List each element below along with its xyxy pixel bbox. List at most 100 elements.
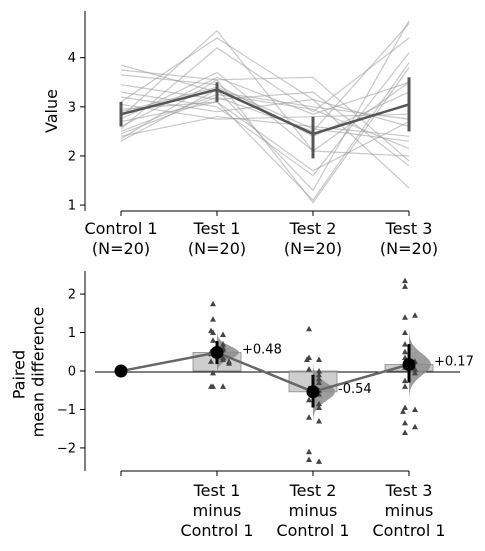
difference-point bbox=[226, 360, 232, 366]
difference-point bbox=[210, 316, 216, 322]
comparison-label-line: Control 1 bbox=[276, 521, 349, 540]
bootstrap-distribution bbox=[409, 321, 431, 408]
mean-line bbox=[120, 88, 410, 136]
difference-point bbox=[316, 356, 322, 362]
difference-point bbox=[220, 383, 226, 389]
bottom-y-label-line-2: mean difference bbox=[29, 307, 48, 438]
difference-point bbox=[402, 329, 408, 335]
difference-point bbox=[316, 458, 322, 464]
difference-point bbox=[316, 418, 322, 424]
difference-point bbox=[412, 406, 418, 412]
difference-point bbox=[210, 337, 216, 343]
bootstrap-distribution bbox=[217, 326, 239, 379]
difference-point bbox=[316, 371, 322, 378]
mean-diff-annotation: +0.17 bbox=[434, 355, 474, 370]
difference-point bbox=[316, 375, 322, 382]
y-tick-label: 2 bbox=[68, 149, 76, 164]
difference-point bbox=[306, 325, 312, 332]
x-tick-label-n: (N=20) bbox=[380, 239, 438, 258]
comparison-label-line: Control 1 bbox=[372, 521, 445, 540]
paired-line bbox=[120, 67, 410, 204]
difference-point bbox=[304, 356, 310, 362]
comparison-label-line: minus bbox=[289, 501, 338, 520]
difference-point bbox=[402, 419, 408, 426]
x-tick-label-n: (N=20) bbox=[188, 239, 246, 258]
paired-line bbox=[120, 84, 410, 167]
difference-point bbox=[306, 414, 312, 420]
paired-line bbox=[120, 103, 410, 120]
paired-line bbox=[120, 37, 410, 130]
bootstrap-distribution bbox=[313, 355, 335, 429]
difference-point bbox=[210, 369, 216, 376]
difference-point bbox=[220, 331, 226, 337]
mean-line-layer bbox=[119, 77, 411, 159]
comparison-label-line: minus bbox=[193, 501, 242, 520]
difference-point bbox=[208, 383, 214, 389]
paired-line bbox=[120, 37, 410, 189]
difference-point bbox=[402, 277, 408, 284]
difference-point bbox=[306, 396, 312, 403]
top-y-label: Value bbox=[42, 89, 61, 133]
mean-diff-point bbox=[210, 346, 224, 359]
y-tick-label: 1 bbox=[68, 326, 76, 341]
difference-point bbox=[402, 377, 408, 384]
paired-line bbox=[120, 20, 410, 192]
difference-point bbox=[402, 283, 408, 289]
paired-lines bbox=[120, 20, 410, 204]
difference-point bbox=[412, 312, 418, 318]
difference-point bbox=[306, 448, 312, 455]
mean-diff-annotation: -0.54 bbox=[338, 382, 372, 397]
paired-line bbox=[120, 29, 410, 152]
x-tick-label-n: (N=20) bbox=[92, 239, 150, 258]
difference-point bbox=[220, 341, 226, 347]
difference-point bbox=[220, 356, 226, 362]
difference-point bbox=[400, 408, 406, 414]
comparison-label-line: Control 1 bbox=[180, 521, 253, 540]
difference-point bbox=[402, 429, 408, 435]
mean-diff-point bbox=[402, 358, 416, 371]
difference-point bbox=[402, 314, 408, 320]
difference-point bbox=[208, 327, 214, 334]
comparison-label-line: Test 2 bbox=[289, 481, 337, 500]
x-tick-label-group: Control 1 bbox=[84, 219, 157, 238]
top-x-ticks: Control 1(N=20)Test 1(N=20)Test 2(N=20)T… bbox=[84, 211, 438, 258]
difference-point bbox=[208, 358, 214, 364]
difference-point bbox=[412, 423, 418, 430]
bottom-y-label-line-1: Paired bbox=[9, 350, 28, 399]
mean-diff-connector bbox=[120, 351, 410, 394]
y-tick-label: −2 bbox=[57, 441, 76, 456]
mean-diff-annotation: +0.48 bbox=[242, 343, 282, 358]
difference-point bbox=[412, 369, 418, 376]
y-tick-label: 1 bbox=[68, 199, 76, 214]
difference-point bbox=[402, 341, 408, 347]
difference-point bbox=[412, 366, 418, 372]
difference-point bbox=[316, 379, 322, 385]
top-y-ticks: 1 2 3 4 bbox=[68, 51, 85, 214]
paired-line bbox=[120, 96, 410, 128]
bottom-y-ticks: −2 −1 0 1 2 bbox=[57, 288, 85, 456]
y-tick-label: 0 bbox=[68, 365, 76, 380]
difference-point bbox=[210, 300, 216, 307]
difference-point bbox=[316, 368, 322, 374]
x-tick-label-n: (N=20) bbox=[284, 239, 342, 258]
reference-point bbox=[114, 364, 128, 378]
difference-point bbox=[402, 404, 408, 410]
x-tick-label-group: Test 3 bbox=[385, 219, 433, 238]
difference-layer: +0.48 -0.54 +0.17 bbox=[114, 277, 474, 464]
mean-diff-point bbox=[306, 385, 320, 399]
y-tick-label: 2 bbox=[68, 288, 76, 303]
bottom-y-label: Paired mean difference bbox=[9, 307, 47, 438]
comparison-label-line: minus bbox=[385, 501, 434, 520]
difference-point bbox=[306, 366, 312, 372]
comparison-label-line: Test 1 bbox=[193, 481, 241, 500]
difference-point bbox=[316, 400, 322, 407]
x-tick-label-group: Test 2 bbox=[289, 219, 337, 238]
x-tick-label-group: Test 1 bbox=[193, 219, 241, 238]
difference-point bbox=[306, 456, 312, 462]
y-tick-label: −1 bbox=[57, 403, 76, 418]
y-tick-label: 4 bbox=[68, 51, 76, 66]
